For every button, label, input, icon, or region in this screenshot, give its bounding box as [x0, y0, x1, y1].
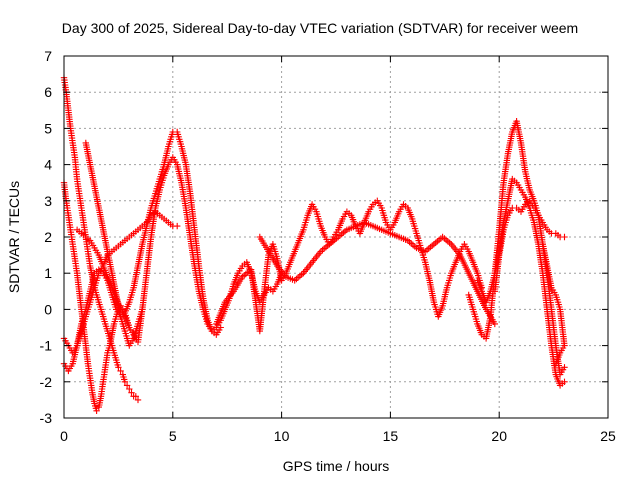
series-track-k [491, 197, 568, 295]
data-point [539, 241, 546, 248]
series-track-f [82, 139, 146, 349]
series-track-h [256, 219, 498, 328]
data-point [117, 367, 124, 375]
x-axis-label: GPS time / hours [282, 458, 390, 474]
series-track-b [60, 179, 133, 414]
data-point [139, 306, 146, 313]
series-track-l [539, 241, 568, 367]
data-point [561, 378, 568, 385]
data-point [561, 233, 568, 241]
x-tick-label: 10 [274, 428, 290, 444]
x-tick-label: 20 [491, 428, 507, 444]
grid-lines [64, 56, 608, 418]
y-tick-label: 7 [44, 48, 52, 64]
x-tick-label: 0 [60, 428, 68, 444]
data-point [123, 382, 131, 389]
data-point [561, 364, 568, 371]
y-tick-label: 6 [44, 84, 52, 100]
data-point [491, 320, 498, 328]
y-tick-label: 0 [44, 301, 52, 317]
y-tick-label: -2 [40, 374, 53, 390]
chart-title: Day 300 of 2025, Sidereal Day-to-day VTE… [61, 20, 579, 36]
data-point [134, 396, 142, 404]
data-point [121, 378, 129, 385]
y-tick-label: -3 [40, 410, 53, 426]
x-tick-label: 15 [383, 428, 399, 444]
y-tick-label: 2 [44, 229, 52, 245]
y-tick-label: 3 [44, 193, 52, 209]
y-tick-label: 4 [44, 157, 52, 173]
x-tick-label: 5 [169, 428, 177, 444]
data-point [93, 407, 100, 414]
y-tick-label: 5 [44, 120, 52, 136]
series-track-j [474, 175, 568, 389]
data-point [174, 222, 181, 230]
y-axis-ticks: -3 -2 -1 0 1 2 3 4 5 6 7 [40, 48, 608, 426]
x-tick-label: 25 [600, 428, 616, 444]
series-track-g [213, 197, 485, 335]
x-axis-ticks: 0 5 10 15 20 25 [60, 56, 616, 444]
data-point [128, 389, 135, 396]
y-tick-label: -1 [40, 338, 53, 354]
data-point [115, 364, 122, 371]
data-point [126, 385, 133, 393]
data-point [132, 393, 139, 400]
data-points [60, 74, 568, 414]
y-tick-label: 1 [44, 265, 52, 281]
